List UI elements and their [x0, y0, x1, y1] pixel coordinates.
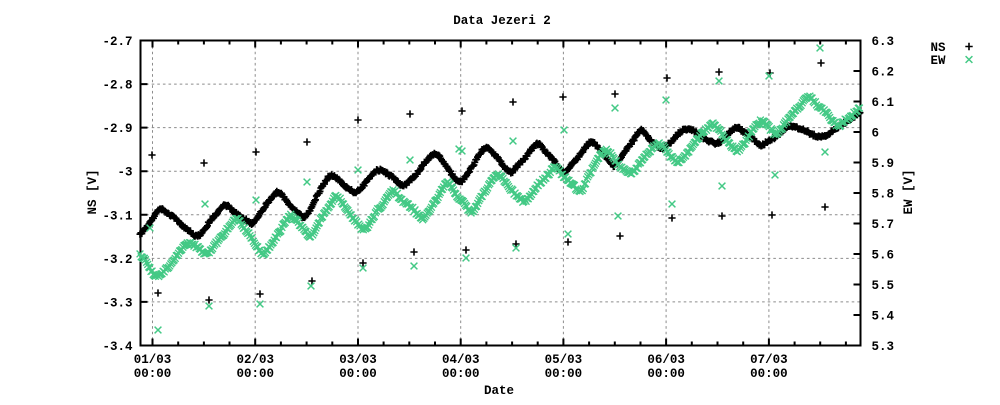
svg-text:03/03: 03/03 — [339, 353, 377, 367]
svg-text:00:00: 00:00 — [647, 367, 685, 381]
svg-text:05/03: 05/03 — [545, 353, 583, 367]
svg-text:Data Jezeri 2: Data Jezeri 2 — [453, 14, 551, 28]
svg-text:-3.2: -3.2 — [102, 253, 132, 267]
svg-text:04/03: 04/03 — [442, 353, 480, 367]
svg-text:-3.3: -3.3 — [102, 296, 132, 310]
svg-text:-2.9: -2.9 — [102, 122, 132, 136]
svg-text:6.2: 6.2 — [872, 66, 895, 80]
svg-text:NS [V]: NS [V] — [86, 169, 100, 214]
svg-text:5.6: 5.6 — [872, 249, 895, 263]
svg-text:00:00: 00:00 — [750, 367, 788, 381]
svg-text:06/03: 06/03 — [647, 353, 685, 367]
svg-text:5.9: 5.9 — [872, 157, 895, 171]
svg-text:00:00: 00:00 — [442, 367, 480, 381]
svg-text:5.3: 5.3 — [872, 340, 895, 354]
svg-text:01/03: 01/03 — [134, 353, 172, 367]
svg-text:5.7: 5.7 — [872, 218, 895, 232]
svg-text:6: 6 — [872, 127, 880, 141]
svg-text:00:00: 00:00 — [339, 367, 377, 381]
svg-text:NS: NS — [930, 41, 946, 55]
svg-text:00:00: 00:00 — [134, 367, 172, 381]
svg-text:00:00: 00:00 — [236, 367, 274, 381]
svg-text:5.4: 5.4 — [872, 310, 895, 324]
svg-text:-3.1: -3.1 — [102, 209, 132, 223]
svg-text:-3.4: -3.4 — [102, 340, 133, 354]
svg-text:-3: -3 — [117, 166, 132, 180]
svg-text:5.8: 5.8 — [872, 188, 895, 202]
svg-text:5.5: 5.5 — [872, 279, 895, 293]
svg-text:EW [V]: EW [V] — [902, 169, 916, 214]
svg-text:00:00: 00:00 — [545, 367, 583, 381]
svg-text:6.1: 6.1 — [872, 96, 895, 110]
svg-text:EW: EW — [930, 54, 946, 68]
svg-text:07/03: 07/03 — [750, 353, 788, 367]
svg-text:02/03: 02/03 — [236, 353, 274, 367]
svg-text:-2.8: -2.8 — [102, 79, 132, 93]
svg-text:6.3: 6.3 — [872, 35, 895, 49]
svg-text:Date: Date — [484, 384, 514, 398]
svg-text:-2.7: -2.7 — [102, 35, 132, 49]
